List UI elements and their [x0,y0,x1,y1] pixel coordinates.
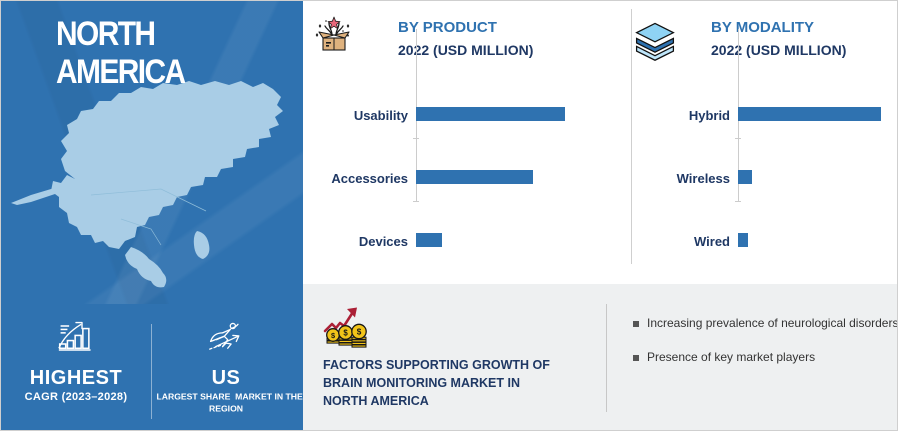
svg-text:$: $ [343,329,348,338]
svg-text:$: $ [331,331,335,340]
svg-text:$: $ [357,328,362,337]
